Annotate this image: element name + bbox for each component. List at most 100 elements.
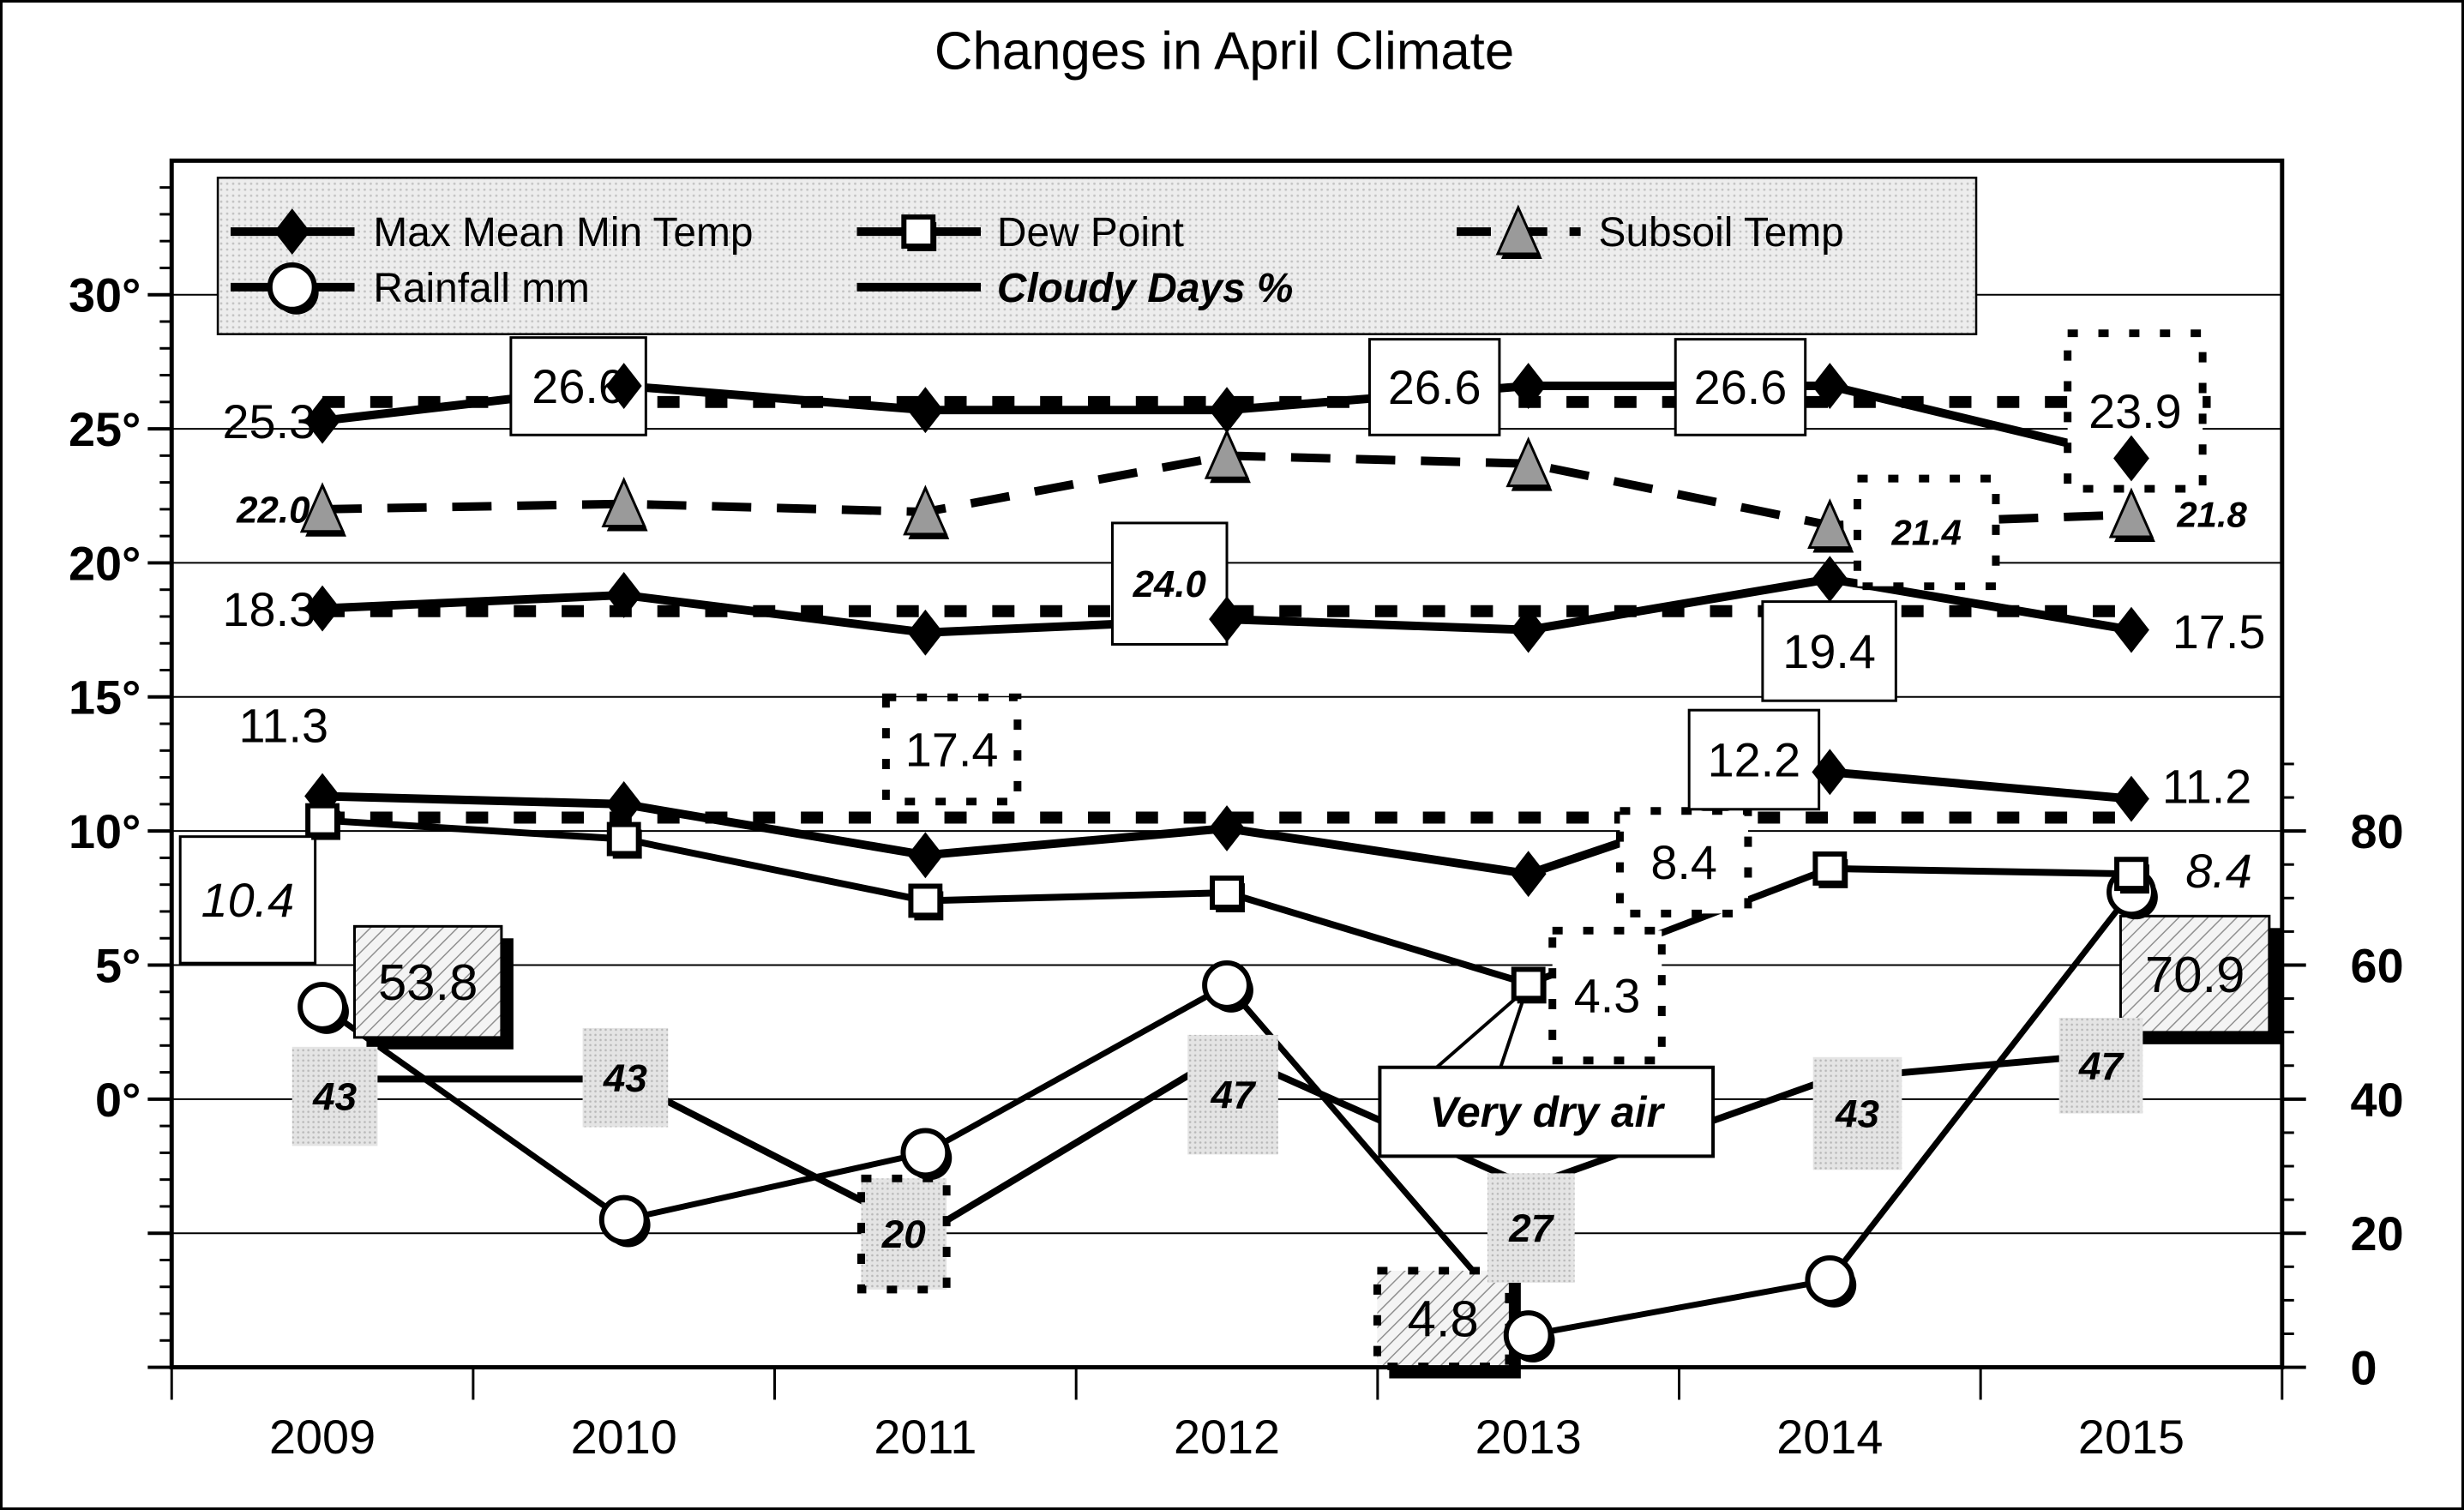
left-axis-label: 0° xyxy=(95,1073,141,1127)
data-label: 19.4 xyxy=(1761,600,1897,702)
x-axis-year-label: 2010 xyxy=(571,1410,677,1464)
diamond-marker xyxy=(1510,363,1547,409)
diamond-marker xyxy=(605,572,642,618)
legend-item-dew-point: Dew Point xyxy=(856,210,1184,256)
x-axis-year-label: 2014 xyxy=(1776,1410,1883,1464)
label-box xyxy=(1687,708,1821,811)
data-label-text: 4.8 xyxy=(1408,1290,1479,1348)
data-label-text: 17.5 xyxy=(2173,605,2266,659)
data-label: 17.4 xyxy=(881,693,1022,806)
right-axis-label: 80 xyxy=(2351,804,2404,858)
diamond-marker xyxy=(1209,596,1245,643)
square-marker xyxy=(1812,851,1848,886)
diamond-marker xyxy=(1209,805,1245,851)
x-axis-year-label: 2011 xyxy=(874,1410,977,1464)
legend-layer: Max Mean Min Temp Dew Point Subsoil Temp Ra… xyxy=(216,177,1978,335)
diamond-marker xyxy=(605,780,642,827)
data-label-text: 27 xyxy=(1508,1206,1554,1250)
chart-canvas: Changes in April Climate 25.326.6 26.6 26.… xyxy=(3,3,2461,1507)
label-box-dotted xyxy=(1854,474,2000,591)
data-label: 18.3 xyxy=(223,582,316,636)
left-axis-label: 30° xyxy=(69,268,141,322)
data-label-text: 47 xyxy=(1211,1074,1257,1117)
triangle-marker xyxy=(903,484,948,536)
data-label: 11.2 xyxy=(2162,759,2251,813)
diamond-marker xyxy=(1812,363,1848,409)
data-label: 21.4 xyxy=(1854,474,2000,591)
triangle-marker xyxy=(1495,204,1542,256)
square-marker xyxy=(1511,966,1546,1002)
label-box xyxy=(1367,338,1501,436)
legend-item-label: Rainfall mm xyxy=(373,266,589,311)
label-box-gray xyxy=(1812,1056,1902,1170)
data-label-text: 21.4 xyxy=(1891,513,1962,553)
circle-marker xyxy=(1202,960,1252,1010)
circle-marker xyxy=(1503,1310,1554,1360)
data-label-text: 4.3 xyxy=(1574,969,1641,1023)
data-label-text: 43 xyxy=(312,1075,357,1119)
left-axis-label: 20° xyxy=(69,536,141,590)
data-label: 26.6 xyxy=(1674,338,1807,436)
data-label-text: 8.4 xyxy=(2185,844,2252,898)
data-label: 24.0 xyxy=(1110,521,1229,646)
triangle-marker xyxy=(1807,498,1853,550)
data-label-text: 18.3 xyxy=(223,582,316,636)
data-label-text: 43 xyxy=(1835,1092,1879,1136)
data-label-text: 17.4 xyxy=(905,723,999,777)
square-marker xyxy=(305,803,340,838)
data-label: 27 xyxy=(1487,1173,1575,1283)
legend-item-label: Dew Point xyxy=(997,210,1184,256)
circle-marker xyxy=(267,262,317,312)
legend-item-rainfall-mm: Rainfall mm xyxy=(230,262,590,315)
data-label: 47 xyxy=(1187,1034,1278,1155)
data-label-text: 12.2 xyxy=(1708,733,1801,787)
circle-marker xyxy=(900,1128,951,1178)
data-label: 26.6 xyxy=(1367,338,1501,436)
circle-marker xyxy=(1805,1255,1855,1305)
data-label: 10.4 xyxy=(178,835,317,965)
triangle-marker xyxy=(601,477,646,528)
square-marker xyxy=(901,214,936,250)
callout-box xyxy=(1378,1065,1716,1158)
data-label-text: 21.8 xyxy=(2176,495,2247,535)
x-axis-year-label: 2009 xyxy=(269,1410,376,1464)
diamond-marker xyxy=(1209,387,1245,434)
data-label-text: 19.4 xyxy=(1782,624,1876,678)
data-label: 25.3 xyxy=(223,394,316,448)
diamond-marker xyxy=(1510,606,1547,653)
square-marker xyxy=(908,883,943,918)
circle-marker xyxy=(297,982,347,1032)
square-marker xyxy=(1210,875,1244,910)
label-box-gray-dotted xyxy=(856,1174,951,1294)
x-axis-year-label: 2013 xyxy=(1475,1410,1582,1464)
legend-box xyxy=(216,177,1978,335)
diamond-marker xyxy=(907,609,944,656)
circle-marker xyxy=(598,1194,649,1245)
square-marker xyxy=(2114,857,2148,892)
label-box-gray xyxy=(582,1027,669,1128)
label-box-dotted xyxy=(1615,807,1752,917)
label-box-shadow-dotted xyxy=(1373,1266,1513,1371)
callout-text: Very dry air xyxy=(1430,1088,1666,1136)
label-box xyxy=(1761,600,1897,702)
data-label: 70.9 xyxy=(2118,914,2281,1044)
data-label: 8.4 xyxy=(2185,844,2252,898)
triangle-marker xyxy=(2108,487,2154,538)
legend-item-label: Cloudy Days % xyxy=(997,266,1294,311)
triangle-marker xyxy=(1505,436,1551,488)
callout-layer: Very dry air xyxy=(1378,983,1716,1158)
data-label-text: 23.9 xyxy=(2088,384,2182,438)
label-box-dotted xyxy=(881,693,1022,806)
data-label-text: 24.0 xyxy=(1133,563,1206,605)
label-box-gray xyxy=(1487,1173,1575,1283)
markers-layer xyxy=(297,363,2158,1363)
label-box-gray xyxy=(291,1046,378,1146)
diamond-marker xyxy=(273,208,310,255)
data-label-text: 11.2 xyxy=(2162,759,2251,813)
triangle-marker xyxy=(299,482,346,533)
data-label-text: 8.4 xyxy=(1650,835,1717,889)
data-label: 43 xyxy=(1812,1056,1902,1170)
data-label: 4.3 xyxy=(1548,926,1666,1065)
square-marker xyxy=(606,821,641,857)
